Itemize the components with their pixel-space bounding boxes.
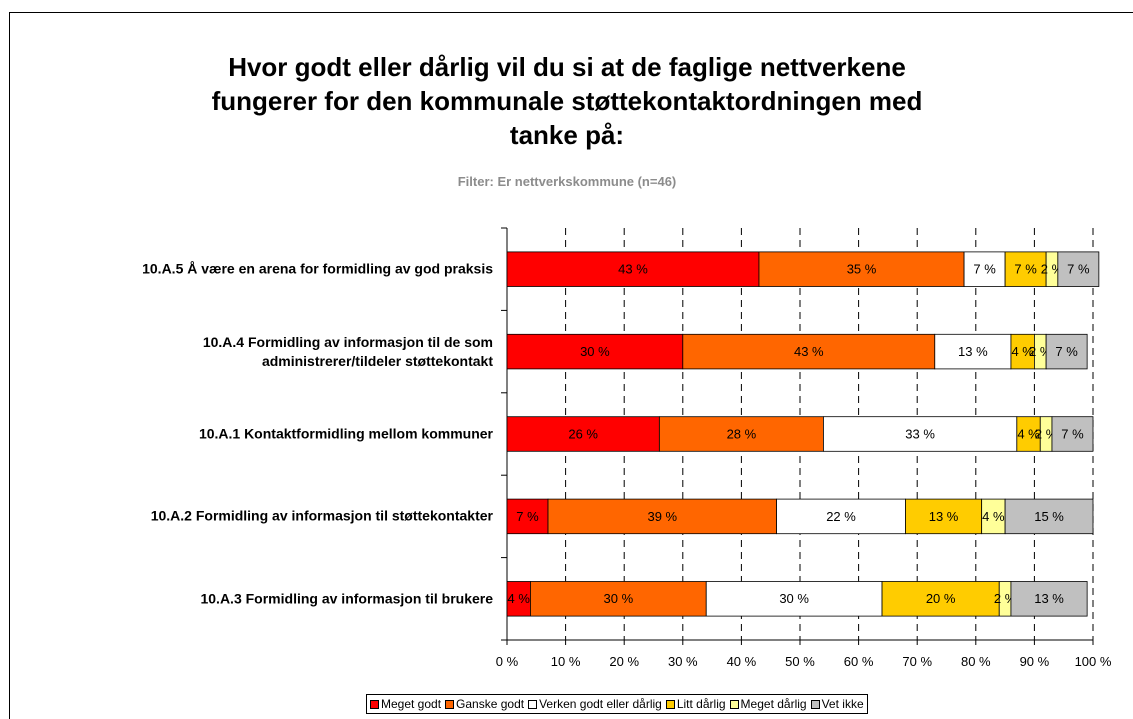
value-label: 13 %: [958, 344, 988, 359]
x-tick-label: 70 %: [902, 654, 933, 669]
x-tick-label: 20 %: [609, 654, 640, 669]
value-label: 15 %: [1034, 509, 1064, 524]
x-tick-label: 50 %: [785, 654, 815, 669]
bar-segment: [658, 416, 824, 452]
bar-segment: [823, 416, 1018, 452]
bar-segment: [506, 333, 684, 370]
value-label: 20 %: [926, 591, 956, 606]
value-label: 7 %: [516, 509, 539, 524]
value-label: 28 %: [727, 426, 757, 441]
value-label: 35 %: [847, 262, 877, 277]
bar-segment: [682, 333, 936, 370]
legend-item: Meget dårlig: [729, 696, 807, 712]
bar-segment: [776, 498, 906, 535]
legend-swatch: [729, 699, 739, 709]
x-tick-label: 10 %: [550, 654, 581, 669]
legend-item: Meget godt: [370, 696, 441, 712]
chart-subtitle: Filter: Er nettverkskommune (n=46): [457, 174, 677, 189]
bar-segment: [1051, 416, 1094, 452]
value-label: 30 %: [580, 344, 610, 359]
bar-segment: [705, 581, 883, 617]
category-label: 10.A.1 Kontaktformidling mellom kommuner: [198, 425, 493, 442]
bar-segment: [905, 498, 983, 535]
legend-swatch: [810, 699, 820, 709]
bar-segment: [547, 498, 777, 535]
value-label: 7 %: [1067, 262, 1090, 277]
bar-segment: [530, 581, 707, 617]
legend-label: Litt dårlig: [676, 697, 726, 711]
value-label: 13 %: [929, 509, 959, 524]
legend-label: Vet ikke: [821, 697, 864, 711]
legend-label: Ganske godt: [456, 697, 525, 711]
category-label: 10.A.3 Formidling av informasjon til bru…: [200, 590, 493, 607]
x-tick-label: 100 %: [1074, 654, 1112, 669]
value-label: 26 %: [568, 426, 598, 441]
legend-swatch: [528, 699, 538, 709]
value-label: 7 %: [1061, 426, 1084, 441]
x-tick-label: 40 %: [726, 654, 757, 669]
bar-segment: [1010, 581, 1088, 617]
legend-label: Verken godt eller dårlig: [539, 697, 662, 711]
x-tick-label: 90 %: [1019, 654, 1050, 669]
value-label: 30 %: [604, 591, 634, 606]
bar-segment: [1057, 251, 1100, 287]
legend-swatch: [370, 699, 379, 709]
value-label: 4 %: [508, 591, 531, 606]
value-label: 4 %: [1017, 426, 1040, 441]
bar-segment: [1045, 333, 1088, 370]
bar-segment: [506, 416, 660, 452]
value-label: 39 %: [647, 509, 677, 524]
value-label: 7 %: [973, 262, 996, 277]
value-label: 43 %: [794, 344, 824, 359]
value-label: 43 %: [618, 262, 648, 277]
value-label: 7 %: [1014, 262, 1037, 277]
x-tick-label: 80 %: [960, 654, 991, 669]
x-tick-label: 30 %: [667, 654, 698, 669]
value-label: 13 %: [1034, 591, 1064, 606]
legend-item: Verken godt eller dårlig: [528, 696, 662, 712]
legend-item: Ganske godt: [445, 696, 524, 712]
value-label: 7 %: [1055, 344, 1078, 359]
legend-label: Meget godt: [381, 697, 442, 711]
bar-segment: [881, 581, 1000, 617]
legend: Meget godt Ganske godt Verken godt eller d…: [366, 694, 868, 714]
category-label: 10.A.2 Formidling av informasjon til stø…: [150, 507, 493, 524]
value-label: 4 %: [982, 509, 1005, 524]
chart-frame: [9, 12, 1133, 719]
legend-label: Meget dårlig: [740, 697, 807, 711]
category-label: 10.A.5 Å være en arena for formidling av…: [142, 260, 493, 277]
legend-item: Litt dårlig: [665, 696, 726, 712]
x-tick-label: 0 %: [495, 654, 519, 669]
value-label: 22 %: [826, 509, 856, 524]
bar-segment: [1004, 498, 1094, 535]
category-label: 10.A.4 Formidling av informasjon til de …: [202, 333, 493, 369]
chart-title: Hvor godt eller dårlig vil du si at de f…: [211, 52, 923, 150]
bar-segment: [1004, 251, 1047, 287]
x-tick-label: 60 %: [843, 654, 874, 669]
legend-item: Vet ikke: [810, 696, 864, 712]
legend-swatch: [445, 699, 455, 709]
value-label: 4 %: [1011, 344, 1034, 359]
bar-segment: [758, 251, 965, 287]
legend-swatch: [665, 699, 675, 709]
value-label: 30 %: [779, 591, 809, 606]
value-label: 33 %: [905, 426, 935, 441]
bar-segment: [506, 251, 760, 287]
bar-segment: [934, 333, 1012, 370]
